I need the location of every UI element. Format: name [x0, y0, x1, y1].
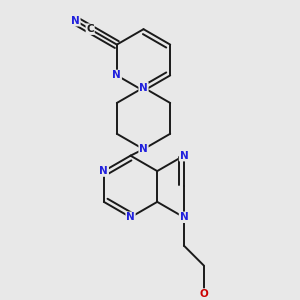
Text: N: N	[179, 151, 188, 161]
Text: N: N	[139, 144, 148, 154]
Text: N: N	[126, 212, 135, 222]
Text: N: N	[100, 166, 108, 176]
Text: C: C	[86, 24, 94, 34]
Text: N: N	[179, 212, 188, 222]
Text: N: N	[71, 16, 80, 26]
Text: O: O	[200, 289, 208, 299]
Text: N: N	[112, 70, 121, 80]
Text: N: N	[139, 82, 148, 93]
